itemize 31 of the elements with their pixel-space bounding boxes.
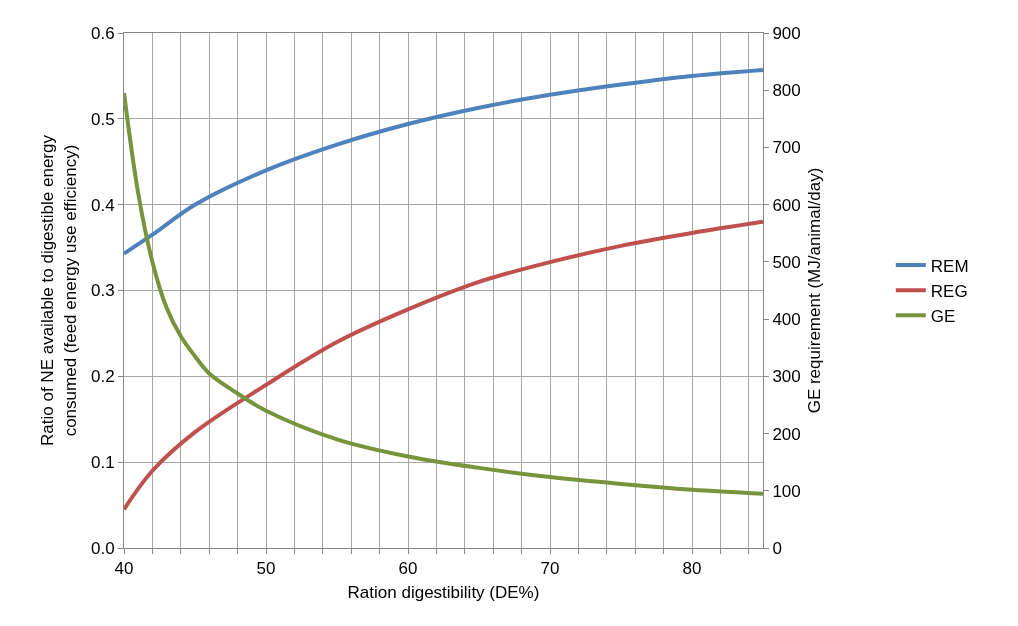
y2-tick-label: 300	[772, 367, 801, 387]
y2-tick-label: 0	[772, 538, 782, 558]
y2-tick-label: 700	[772, 138, 801, 158]
line-series	[124, 219, 763, 512]
legend-label: REG	[930, 281, 968, 301]
y-tick-label: 0.1	[90, 453, 115, 473]
legend-label: REM	[930, 256, 969, 276]
x-tick-label: 40	[114, 559, 134, 579]
y2-tick-label: 900	[772, 23, 801, 43]
x-tick-label: 70	[540, 559, 560, 579]
y-tick-label: 0.6	[90, 23, 115, 43]
y-tick-label: 0.0	[90, 538, 115, 558]
line-series	[124, 67, 763, 256]
line-series	[124, 91, 763, 496]
y-tick-label: 0.3	[90, 281, 115, 301]
x-tick-label: 50	[256, 559, 276, 579]
y-tick-label: 0.4	[90, 195, 115, 215]
y2-tick-label: 400	[772, 310, 801, 330]
x-tick-label: 60	[398, 559, 418, 579]
y-tick-label: 0.2	[90, 367, 115, 387]
legend-label: GE	[930, 306, 956, 326]
y-tick-label: 0.5	[90, 109, 115, 129]
y-axis-title: Ratio of NE available to digestible energy consumed (feed energy use efficiency)	[38, 134, 80, 446]
y2-axis-title: GE requirement (MJ/animal/day)	[805, 167, 825, 414]
y2-tick-label: 100	[772, 481, 801, 501]
x-tick-label: 80	[682, 559, 702, 579]
y2-tick-label: 600	[772, 195, 801, 215]
y2-tick-label: 800	[772, 81, 801, 101]
x-axis-title: Ration digestibility (DE%)	[347, 582, 540, 602]
y2-tick-label: 200	[772, 424, 801, 444]
y2-tick-label: 500	[772, 252, 801, 272]
